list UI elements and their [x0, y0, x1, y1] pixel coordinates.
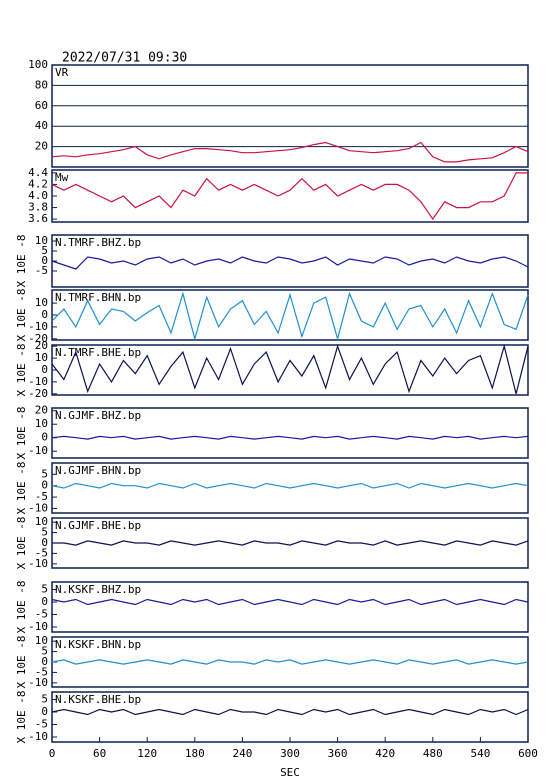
y-tick-label: 0 — [41, 705, 48, 718]
trace — [51, 141, 529, 163]
y-tick-label: 10 — [35, 351, 48, 364]
x-tick-label: 60 — [93, 747, 106, 760]
panel-label: VR — [55, 66, 69, 79]
y-tick-label: -10 — [28, 375, 48, 388]
y-tick-label: 0 — [41, 536, 48, 549]
y-axis-label: X 10E -8 — [15, 407, 28, 460]
y-tick-label: -20 — [28, 387, 48, 400]
y-tick-label: -5 — [35, 665, 48, 678]
y-tick-label: -10 — [28, 620, 48, 633]
panel-label: N.GJMF.BHN.bp — [55, 464, 141, 477]
panel-frame — [51, 581, 529, 633]
y-tick-label: 5 — [41, 526, 48, 539]
panel-label: N.TMRF.BHE.bp — [55, 346, 141, 359]
trace — [51, 708, 529, 716]
y-tick-label: 4.2 — [28, 177, 48, 190]
y-tick-label: -10 — [28, 730, 48, 743]
y-axis-label: X 10E -8 — [15, 581, 28, 634]
y-tick-label: 10 — [35, 515, 48, 528]
y-axis-label: X 10E -8 — [15, 517, 28, 570]
y-tick-label: 5 — [41, 693, 48, 706]
panel-frame — [51, 462, 529, 514]
y-tick-label: 4.0 — [28, 189, 48, 202]
y-axis-label: X 10E -8 — [15, 289, 28, 342]
panel-label: N.KSKF.BHN.bp — [55, 638, 141, 651]
y-tick-label: 100 — [28, 58, 48, 71]
panel-label: N.KSKF.BHZ.bp — [55, 583, 141, 596]
x-axis-label: SEC — [280, 766, 300, 779]
y-tick-label: 5 — [41, 467, 48, 480]
y-tick-label: -5 — [35, 546, 48, 559]
panel-label: N.TMRF.BHZ.bp — [55, 236, 141, 249]
y-tick-label: 10 — [35, 234, 48, 247]
y-tick-label: -10 — [28, 557, 48, 570]
y-tick-label: 3.8 — [28, 201, 48, 214]
y-axis-label: X 10E -8 — [15, 691, 28, 744]
y-tick-label: -20 — [28, 332, 48, 345]
x-tick-label: 480 — [423, 747, 443, 760]
chart-title: 2022/07/31 09:30 — [62, 51, 187, 66]
y-tick-label: 80 — [35, 78, 48, 91]
y-tick-label: 0 — [41, 254, 48, 267]
trace — [51, 659, 529, 665]
trace — [51, 482, 529, 489]
trace — [51, 343, 529, 394]
y-tick-label: 0 — [41, 308, 48, 321]
y-tick-label: 20 — [35, 140, 48, 153]
x-tick-label: 540 — [470, 747, 490, 760]
y-tick-label: 0 — [41, 431, 48, 444]
trace — [52, 540, 529, 546]
y-tick-label: 20 — [35, 339, 48, 352]
y-tick-label: 3.6 — [28, 212, 48, 225]
trace — [51, 256, 529, 270]
trace — [51, 435, 529, 440]
trace — [51, 172, 528, 221]
trace — [51, 598, 529, 606]
panel-label: N.GJMF.BHE.bp — [55, 519, 141, 532]
y-tick-label: 20 — [35, 404, 48, 417]
y-tick-label: 5 — [41, 583, 48, 596]
y-tick-label: 60 — [35, 99, 48, 112]
y-tick-label: 5 — [41, 244, 48, 257]
y-tick-label: 5 — [41, 645, 48, 658]
panel-label: N.KSKF.BHE.bp — [55, 693, 141, 706]
y-tick-label: 10 — [35, 634, 48, 647]
x-tick-label: 360 — [328, 747, 348, 760]
y-tick-label: -5 — [35, 490, 48, 503]
y-tick-label: 0 — [41, 655, 48, 668]
y-tick-label: 40 — [35, 119, 48, 132]
y-tick-label: -5 — [35, 264, 48, 277]
y-tick-label: 10 — [35, 296, 48, 309]
x-tick-label: 420 — [375, 747, 395, 760]
panel-frame — [51, 407, 529, 459]
y-tick-label: 0 — [41, 479, 48, 492]
y-tick-label: 0 — [41, 363, 48, 376]
y-tick-label: 0 — [41, 595, 48, 608]
x-tick-label: 240 — [232, 747, 252, 760]
x-tick-label: 180 — [185, 747, 205, 760]
y-axis-label: X 10E -8 — [15, 462, 28, 515]
y-axis-label: X 10E -8 — [15, 344, 28, 397]
y-tick-label: -10 — [28, 676, 48, 689]
panel-label: Mw — [55, 171, 69, 184]
y-tick-label: 4.4 — [28, 166, 48, 179]
x-tick-label: 120 — [137, 747, 157, 760]
y-axis-label: X 10E -8 — [15, 235, 28, 288]
y-tick-label: 10 — [35, 417, 48, 430]
y-tick-label: -5 — [35, 608, 48, 621]
x-tick-label: 0 — [49, 747, 56, 760]
panel-label: N.TMRF.BHN.bp — [55, 291, 141, 304]
y-tick-label: -5 — [35, 718, 48, 731]
y-tick-label: -10 — [28, 320, 48, 333]
x-tick-label: 600 — [518, 747, 538, 760]
y-axis-label: X 10E -8 — [15, 636, 28, 689]
trace — [51, 291, 529, 342]
y-tick-label: -10 — [28, 501, 48, 514]
panel-label: N.GJMF.BHZ.bp — [55, 409, 141, 422]
y-tick-label: -10 — [28, 444, 48, 457]
x-tick-label: 300 — [280, 747, 300, 760]
